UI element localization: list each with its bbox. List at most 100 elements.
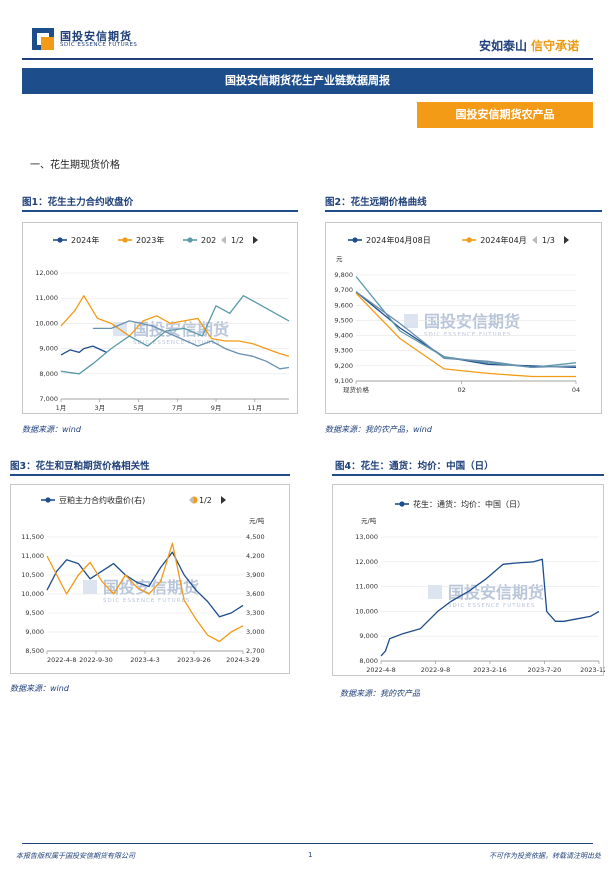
y-unit-label: 元/吨 — [361, 516, 377, 525]
y-tick-label: 10,000 — [35, 319, 58, 327]
section-title: 一、花生期现货价格 — [30, 160, 120, 171]
legend-label: 2024年 — [71, 235, 99, 245]
y-right-unit-label: 元/吨 — [249, 516, 265, 525]
y-tick-label: 11,500 — [21, 533, 44, 541]
pager-label: 1/2 — [199, 496, 212, 505]
logo-mark-icon — [32, 28, 54, 50]
figure-3-source: 数据来源：wind — [10, 684, 69, 693]
watermark-text: 国投安信期货 — [103, 578, 199, 597]
y-tick-label: 11,000 — [35, 294, 58, 302]
x-tick-label: 2022-4-8 — [366, 666, 396, 674]
y-tick-label: 9,700 — [334, 286, 353, 294]
y-right-tick-label: 2,700 — [246, 647, 265, 655]
company-logo: 国投安信期货 SDIC ESSENCE FUTURES — [32, 28, 162, 54]
y-right-tick-label: 4,500 — [246, 533, 265, 541]
watermark-text: 国投安信期货 — [133, 320, 229, 339]
legend-label: 2024年04月 — [480, 235, 527, 245]
legend-label: 2024年04月08日 — [366, 235, 431, 245]
y-tick-label: 12,000 — [35, 269, 58, 277]
y-tick-label: 12,000 — [355, 558, 378, 566]
y-tick-label: 10,500 — [21, 571, 44, 579]
legend-marker — [57, 237, 63, 243]
series-line — [60, 295, 290, 375]
y-tick-label: 11,000 — [355, 583, 378, 591]
y-tick-label: 9,600 — [334, 301, 353, 309]
x-tick-label: 2023-12-22 — [580, 666, 605, 674]
y-tick-label: 9,300 — [334, 347, 353, 355]
y-tick-label: 8,500 — [25, 647, 44, 655]
legend-marker — [187, 237, 193, 243]
y-unit-label: 元 — [336, 255, 343, 263]
series-line — [46, 551, 244, 618]
x-tick-label: 02 — [457, 386, 465, 394]
watermark-logo-icon — [428, 585, 442, 599]
watermark-text-en: SDIC ESSENCE FUTURES — [424, 332, 511, 338]
figure-4-title: 图4：花生：通货：均价：中国（日） — [335, 461, 494, 472]
x-tick-label: 2023-4-3 — [130, 656, 160, 664]
pager-prev-icon — [221, 236, 226, 244]
watermark-text: 国投安信期货 — [448, 583, 544, 602]
y-right-tick-label: 3,600 — [246, 590, 265, 598]
x-tick-label: 3月 — [94, 404, 105, 412]
report-title: 国投安信期货花生产业链数据周报 — [22, 68, 593, 94]
figure-3-title: 图3：花生和豆粕期货价格相关性 — [10, 461, 150, 472]
x-tick-label: 2023-2-16 — [473, 666, 507, 674]
figure-1-title: 图1：花生主力合约收盘价 — [22, 197, 134, 208]
y-tick-label: 10,000 — [355, 607, 378, 615]
pager-next-icon — [221, 496, 226, 504]
y-tick-label: 9,400 — [334, 332, 353, 340]
y-right-tick-label: 4,200 — [246, 552, 265, 560]
series-line — [355, 291, 577, 369]
slogan: 安如泰山 信守承诺 — [479, 37, 579, 54]
y-tick-label: 9,000 — [39, 345, 58, 353]
legend-marker — [352, 237, 358, 243]
slogan-part2: 信守承诺 — [530, 39, 579, 53]
y-tick-label: 9,500 — [25, 609, 44, 617]
y-right-tick-label: 3,000 — [246, 628, 265, 636]
watermark-text: 国投安信期货 — [424, 312, 520, 331]
y-right-tick-label: 3,300 — [246, 609, 265, 617]
footer-divider — [22, 843, 593, 844]
legend-marker — [399, 501, 405, 507]
legend-marker — [122, 237, 128, 243]
series-line — [60, 345, 107, 356]
figure-1-source: 数据来源：wind — [22, 425, 81, 434]
pager-prev-icon — [189, 496, 194, 504]
x-tick-label: 现货价格 — [343, 385, 370, 394]
y-tick-label: 9,500 — [334, 316, 353, 324]
y-tick-label: 9,200 — [334, 362, 353, 370]
y-tick-label: 9,800 — [334, 271, 353, 279]
legend-label: 202 — [201, 236, 216, 245]
figure-2-source: 数据来源：我的农产品，wind — [325, 425, 432, 434]
pager-label: 1/2 — [231, 236, 244, 245]
x-tick-label: 2023-9-26 — [177, 656, 211, 664]
legend-marker — [45, 497, 51, 503]
y-tick-label: 13,000 — [355, 533, 378, 541]
x-tick-label: 04 — [572, 386, 580, 394]
y-tick-label: 8,000 — [359, 657, 378, 665]
series-line — [46, 542, 244, 643]
x-tick-label: 7月 — [172, 404, 183, 412]
figure-4-rule — [332, 474, 604, 476]
x-tick-label: 9月 — [211, 404, 222, 412]
series-line — [60, 295, 290, 357]
legend-label: 2023年 — [136, 235, 164, 245]
x-tick-label: 2023-7-20 — [528, 666, 562, 674]
pager-prev-icon — [532, 236, 537, 244]
pager-label: 1/3 — [542, 236, 555, 245]
figure-4-chart: 国投安信期货 SDIC ESSENCE FUTURES 13,000 12,000 11… — [332, 484, 605, 676]
header-divider — [22, 58, 593, 60]
company-name-cn: 国投安信期货 — [60, 30, 132, 43]
legend-label: 花生：通货：均价：中国（日） — [413, 499, 525, 509]
y-tick-label: 9,000 — [25, 628, 44, 636]
figure-3-rule — [10, 474, 290, 476]
y-right-tick-label: 3,900 — [246, 571, 265, 579]
legend-label: 豆粕主力合约收盘价(右) — [59, 495, 145, 505]
slogan-part1: 安如泰山 — [478, 39, 527, 53]
figure-2-chart: 国投安信期货 SDIC ESSENCE FUTURES 9,800 9,700 9,60… — [325, 222, 602, 414]
figure-2-rule — [325, 210, 602, 212]
pager-next-icon — [253, 236, 258, 244]
y-tick-label: 8,000 — [39, 370, 58, 378]
